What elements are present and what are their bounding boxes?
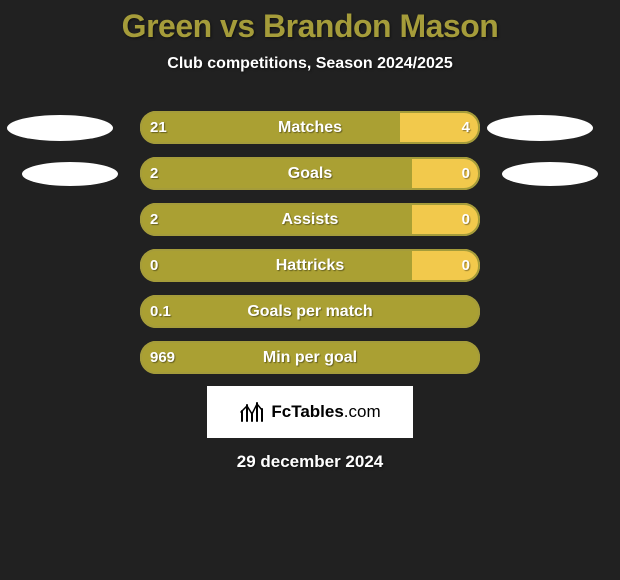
stat-value-left: 2 xyxy=(150,157,158,190)
stat-value-left: 0 xyxy=(150,249,158,282)
bar-left xyxy=(140,249,412,282)
player1-name: Green xyxy=(122,8,212,44)
bar-left xyxy=(140,203,412,236)
subtitle: Club competitions, Season 2024/2025 xyxy=(0,55,620,73)
stat-value-left: 21 xyxy=(150,111,167,144)
badge-brand: FcTables xyxy=(271,402,343,421)
stat-value-right: 4 xyxy=(462,111,470,144)
stat-row: 214Matches xyxy=(0,111,620,144)
stat-value-left: 969 xyxy=(150,341,175,374)
stats-container: 214Matches20Goals20Assists00Hattricks0.1… xyxy=(0,111,620,374)
fctables-logo-icon xyxy=(239,401,265,423)
bar-left xyxy=(140,157,412,190)
decorative-ellipse xyxy=(22,162,118,186)
bar-track xyxy=(140,249,480,282)
stat-value-left: 2 xyxy=(150,203,158,236)
badge-text: FcTables.com xyxy=(271,402,380,422)
stat-row: 00Hattricks xyxy=(0,249,620,282)
bar-track xyxy=(140,203,480,236)
decorative-ellipse xyxy=(487,115,593,141)
player2-name: Brandon Mason xyxy=(263,8,498,44)
decorative-ellipse xyxy=(7,115,113,141)
bar-left xyxy=(140,111,400,144)
comparison-title: Green vs Brandon Mason xyxy=(0,0,620,45)
bar-track xyxy=(140,111,480,144)
fctables-badge: FcTables.com xyxy=(207,386,413,438)
stat-row: 20Assists xyxy=(0,203,620,236)
stat-row: 969Min per goal xyxy=(0,341,620,374)
bar-track xyxy=(140,157,480,190)
decorative-ellipse xyxy=(502,162,598,186)
bar-track xyxy=(140,295,480,328)
stat-value-right: 0 xyxy=(462,249,470,282)
badge-domain: .com xyxy=(344,402,381,421)
stat-row: 0.1Goals per match xyxy=(0,295,620,328)
date-text: 29 december 2024 xyxy=(0,452,620,472)
vs-text: vs xyxy=(220,8,255,44)
bar-left xyxy=(140,341,480,374)
bar-left xyxy=(140,295,480,328)
stat-value-right: 0 xyxy=(462,157,470,190)
stat-value-left: 0.1 xyxy=(150,295,171,328)
stat-row: 20Goals xyxy=(0,157,620,190)
bar-track xyxy=(140,341,480,374)
stat-value-right: 0 xyxy=(462,203,470,236)
